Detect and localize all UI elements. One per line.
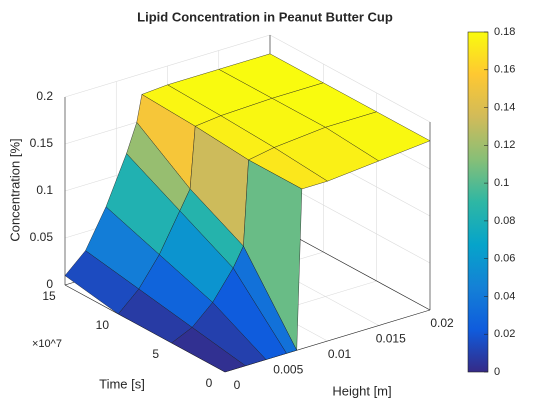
colorbar-tick-label: 0.14 bbox=[494, 101, 515, 113]
y-tick-label: 5 bbox=[152, 347, 159, 361]
x-tick-label: 0.015 bbox=[376, 332, 406, 346]
z-tick-label: 0.2 bbox=[36, 89, 53, 103]
z-tick-label: 0.15 bbox=[30, 136, 54, 150]
colorbar-tick-label: 0 bbox=[494, 366, 500, 378]
x-axis-label: Height [m] bbox=[332, 383, 391, 398]
colorbar-tick-label: 0.16 bbox=[494, 64, 515, 76]
x-tick-label: 0.01 bbox=[328, 347, 352, 361]
x-tick-label: 0.005 bbox=[273, 363, 303, 377]
y-tick-label: 15 bbox=[42, 289, 56, 303]
x-tick-label: 0 bbox=[234, 378, 241, 392]
grid-line bbox=[269, 34, 431, 123]
colorbar bbox=[467, 31, 489, 373]
y-axis-label: Time [s] bbox=[99, 376, 145, 391]
surface-facet bbox=[171, 327, 246, 373]
chart-title: Lipid Concentration in Peanut Butter Cup bbox=[137, 9, 393, 24]
x-tick-label: 0.02 bbox=[430, 316, 454, 330]
colorbar-tick-label: 0.04 bbox=[494, 290, 515, 302]
colorbar-tick-label: 0.02 bbox=[494, 328, 515, 340]
colorbar-tick-label: 0.08 bbox=[494, 215, 515, 227]
z-tick-label: 0 bbox=[46, 277, 53, 291]
colorbar-tick-label: 0.18 bbox=[494, 26, 515, 38]
z-tick-label: 0.05 bbox=[30, 230, 54, 244]
z-tick-label: 0.1 bbox=[36, 183, 53, 197]
y-tick-label: 0 bbox=[206, 376, 213, 390]
colorbar-tick-label: 0.06 bbox=[494, 253, 515, 265]
colorbar-tick-label: 0.1 bbox=[494, 177, 509, 189]
colorbar-tick-label: 0.12 bbox=[494, 139, 515, 151]
z-axis-label: Concentration [%] bbox=[7, 138, 22, 241]
y-exponent-label: ×10^7 bbox=[32, 338, 62, 350]
y-tick-label: 10 bbox=[96, 318, 110, 332]
